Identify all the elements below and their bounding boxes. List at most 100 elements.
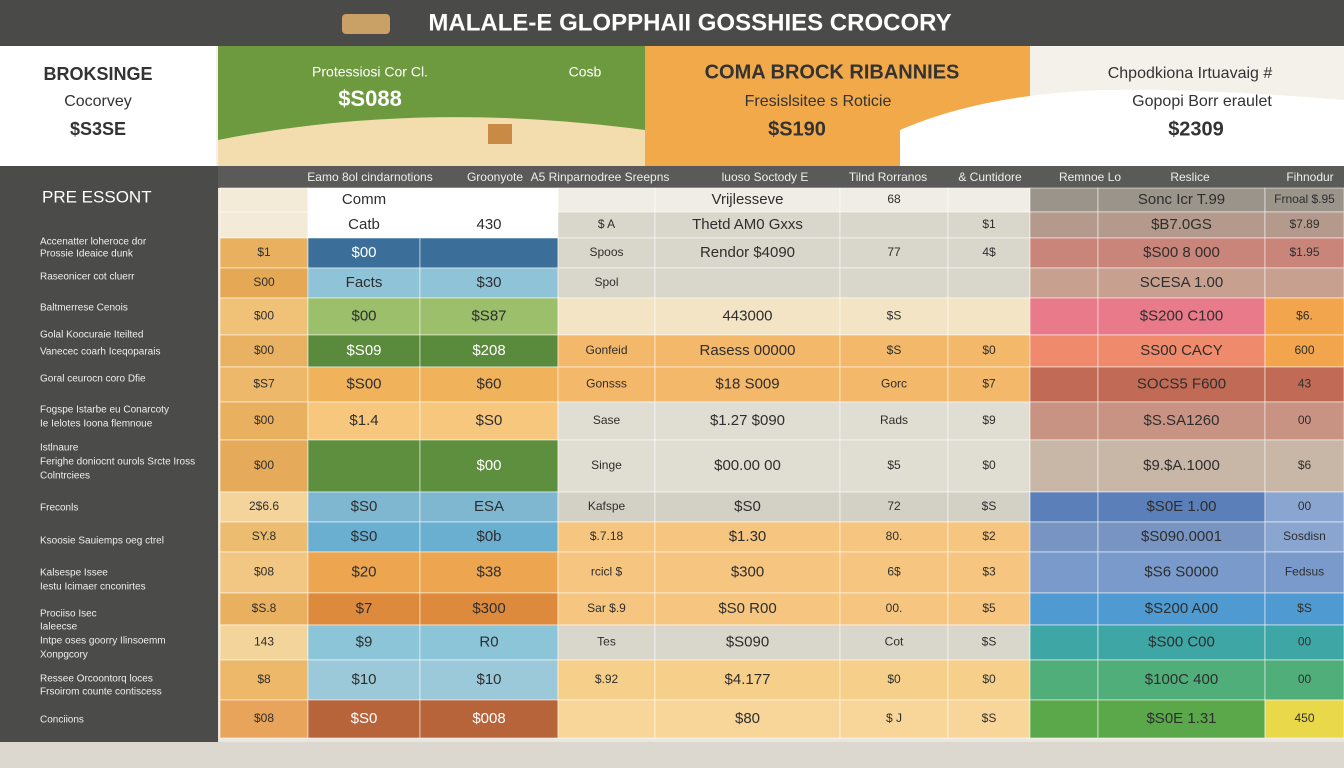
cell-text: $S090.0001 xyxy=(1141,528,1222,545)
table-cell xyxy=(557,267,656,299)
cell-text: $ A xyxy=(598,217,615,231)
table-cell xyxy=(307,267,421,299)
cell-text: Spoos xyxy=(589,245,623,259)
table-cell xyxy=(557,439,656,493)
cell-text: $3 xyxy=(982,565,996,579)
sidebar-item: Freconls xyxy=(40,503,78,514)
panel-text: BROKSINGE xyxy=(43,64,152,84)
cell-text: $S090 xyxy=(726,633,769,650)
panel-text: $S088 xyxy=(338,86,402,111)
table-cell xyxy=(839,699,949,739)
page-title: MALALE-E GLOPPHAII GOSSHIES CROCORY xyxy=(428,9,951,36)
cell-text: $S xyxy=(982,711,997,725)
table-cell xyxy=(219,187,309,213)
cell-text: S00 xyxy=(253,275,275,289)
sidebar-item: Intpe oses goorry Ilinsoemm xyxy=(40,636,166,647)
table-cell xyxy=(839,366,949,403)
table-cell xyxy=(419,237,559,269)
cell-text: $S.SA1260 xyxy=(1144,412,1220,429)
cell-text: $S0 xyxy=(351,710,378,727)
cell-text: $9 xyxy=(356,633,373,650)
panel-text: Fresislsitee s Roticie xyxy=(745,93,892,110)
sidebar-item: Fogspe Istarbe eu Conarcoty xyxy=(40,405,169,416)
table-cell xyxy=(947,211,1031,239)
table-cell xyxy=(557,401,656,441)
table-cell xyxy=(419,366,559,403)
cell-text: $08 xyxy=(254,711,274,725)
table-cell xyxy=(947,297,1031,336)
cell-text: $1.95 xyxy=(1289,245,1319,259)
table-cell xyxy=(307,211,421,239)
table-cell xyxy=(1264,401,1344,441)
cell-text: $7 xyxy=(356,600,373,617)
cell-text: $5 xyxy=(887,458,901,472)
table-cell xyxy=(419,297,559,336)
table-cell xyxy=(1264,491,1344,523)
cell-text: 430 xyxy=(476,216,501,233)
cell-text: Fedsus xyxy=(1285,565,1324,579)
sidebar-item: Raseonicer cot cluerr xyxy=(40,272,135,283)
table-cell xyxy=(1029,491,1099,523)
panel-text: Protessiosi Cor Cl. xyxy=(312,64,428,80)
table-cell xyxy=(1029,187,1099,213)
cell-text: R0 xyxy=(479,633,498,650)
cell-text: $S0E 1.00 xyxy=(1146,498,1216,515)
table-cell xyxy=(1264,211,1344,239)
table-cell xyxy=(307,401,421,441)
cell-text: $S0 R00 xyxy=(718,600,776,617)
cell-text: ESA xyxy=(474,498,504,515)
cell-text: $S6 S0000 xyxy=(1144,563,1218,580)
cell-text: $ J xyxy=(886,711,902,725)
cell-text: 43 xyxy=(1298,377,1312,391)
sidebar xyxy=(0,166,218,742)
table-cell xyxy=(1029,659,1099,701)
table-cell xyxy=(1264,297,1344,336)
table-cell xyxy=(839,297,949,336)
sidebar-item: Ialeecse xyxy=(40,622,78,633)
column-header: Fihnodur xyxy=(1286,170,1333,184)
cell-text: $10 xyxy=(476,671,501,688)
table-cell xyxy=(947,659,1031,701)
cell-text: $300 xyxy=(472,600,505,617)
table-cell xyxy=(557,624,656,661)
sidebar-item: Ksoosie Sauiemps oeg ctrel xyxy=(40,536,164,547)
table-cell xyxy=(307,491,421,523)
cell-text: $1.30 xyxy=(729,528,767,545)
table-cell xyxy=(307,297,421,336)
table-cell xyxy=(219,551,309,594)
cell-text: $S xyxy=(1297,601,1312,615)
cell-text: Sar $.9 xyxy=(587,601,626,615)
table-cell xyxy=(1029,439,1099,493)
cell-text: 00 xyxy=(1298,413,1312,427)
cell-text: $00 xyxy=(476,457,501,474)
cell-text: $7 xyxy=(982,377,996,391)
cell-text: Frnoal $.95 xyxy=(1274,192,1335,206)
sidebar-item: Kalsespe Issee xyxy=(40,568,108,579)
table-cell xyxy=(557,592,656,626)
table-cell xyxy=(1097,659,1266,701)
table-cell xyxy=(1029,624,1099,661)
table-cell xyxy=(654,297,841,336)
table-cell xyxy=(1029,551,1099,594)
table-cell xyxy=(219,237,309,269)
table-cell xyxy=(654,187,841,213)
column-header: luoso Soctody E xyxy=(722,170,809,184)
cell-text: $18 S009 xyxy=(715,375,779,392)
cell-text: $S200 A00 xyxy=(1145,600,1218,617)
cell-text: Kafspe xyxy=(588,499,626,513)
table-cell xyxy=(654,491,841,523)
sidebar-item: Baltmerrese Cenois xyxy=(40,303,128,314)
table-cell xyxy=(557,211,656,239)
cell-text: $S0E 1.31 xyxy=(1146,710,1216,727)
cell-text: $9.$A.1000 xyxy=(1143,457,1220,474)
table-cell xyxy=(419,439,559,493)
cell-text: $S.8 xyxy=(252,601,277,615)
cell-text: $4.177 xyxy=(725,671,771,688)
column-header: A5 Rinparnodree Sreepns xyxy=(531,170,670,184)
cell-text: SY.8 xyxy=(252,529,277,543)
cell-text: 4$ xyxy=(982,245,996,259)
table-cell xyxy=(839,659,949,701)
table-cell xyxy=(219,624,309,661)
sidebar-item: Ferighe doniocnt ourols Srcte Iross xyxy=(40,457,195,468)
table-cell xyxy=(1097,187,1266,213)
